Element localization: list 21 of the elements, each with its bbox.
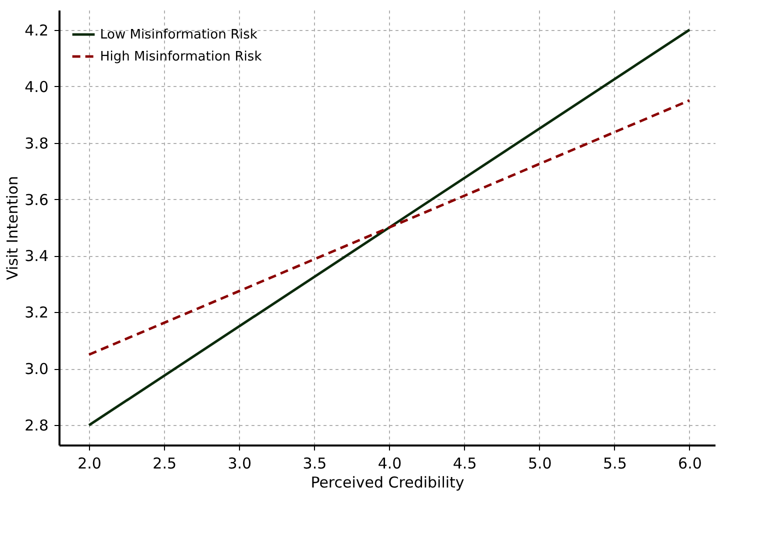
y-tick-label: 2.8 — [24, 416, 48, 435]
y-tick-label: 3.0 — [24, 360, 48, 378]
x-tick-label: 4.5 — [452, 454, 477, 472]
y-tick-label: 3.6 — [24, 190, 48, 209]
legend-label: Low Misinformation Risk — [100, 28, 258, 42]
x-tick-label: 2.5 — [152, 454, 177, 472]
x-tick-label: 5.5 — [602, 454, 627, 472]
legend-label: High Misinformation Risk — [100, 50, 262, 64]
x-tick-label: 2.0 — [78, 454, 102, 472]
x-axis-title: Perceived Credibility — [310, 474, 464, 492]
x-tick-label: 4.0 — [378, 454, 402, 472]
y-tick-label: 3.8 — [24, 134, 48, 152]
y-tick-label: 4.0 — [24, 78, 48, 96]
x-tick-label: 6.0 — [678, 454, 702, 472]
y-tick-label: 3.4 — [24, 247, 48, 266]
x-tick-label: 3.0 — [228, 454, 252, 472]
y-axis-title: Visit Intention — [4, 176, 22, 280]
x-tick-label: 3.5 — [302, 454, 327, 472]
x-tick-label: 5.0 — [528, 454, 552, 472]
y-tick-label: 4.2 — [24, 21, 48, 40]
y-tick-label: 3.2 — [24, 304, 48, 322]
